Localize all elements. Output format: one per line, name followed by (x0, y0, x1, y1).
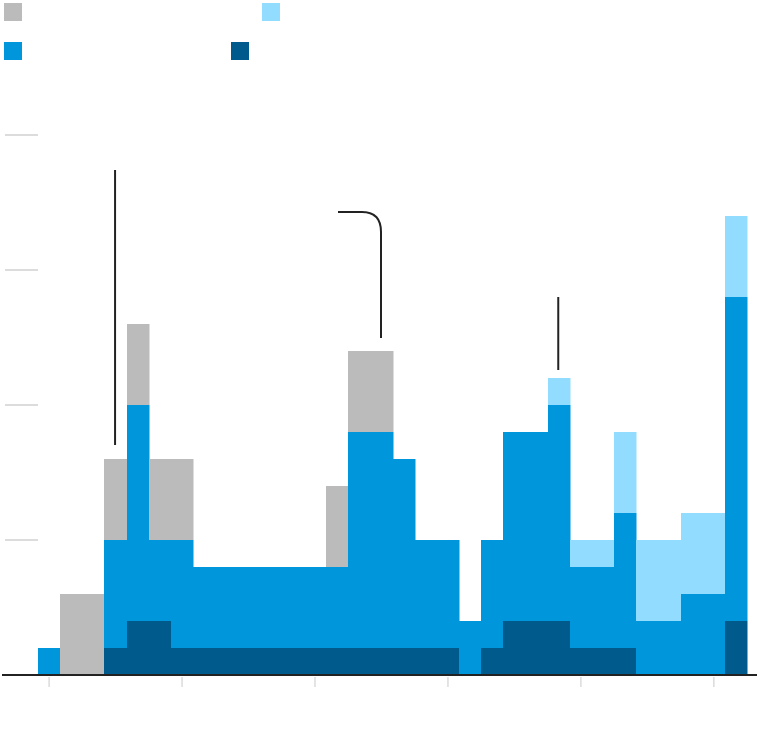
bar-segment (481, 540, 504, 648)
bar-segment (348, 432, 371, 648)
bar-segment (149, 459, 172, 540)
bar-segment (526, 432, 549, 621)
legend-swatch (262, 3, 280, 21)
bar-segment (149, 621, 172, 675)
bar-segment (503, 432, 527, 621)
bar-segment (215, 648, 238, 675)
bar-segment (326, 648, 349, 675)
annotation-bracket (338, 211, 382, 338)
bar-segment (60, 594, 83, 675)
bar-segment (127, 405, 150, 621)
bar-segment (370, 648, 394, 675)
bar-segment (703, 513, 726, 594)
bar-segment (193, 567, 216, 648)
legend-swatch (4, 3, 22, 21)
bar-segment (681, 513, 704, 594)
bar-segment (548, 621, 571, 675)
bar-segment (481, 648, 504, 675)
bar-segment (304, 567, 327, 648)
bar-segment (437, 540, 460, 648)
bar-segment (725, 621, 748, 675)
bar-segment (725, 216, 748, 297)
bar-segment (149, 540, 172, 621)
bar-segment (326, 486, 349, 567)
bar-segment (348, 351, 371, 432)
bar-segment (614, 648, 637, 675)
bar-segment (82, 594, 105, 675)
bar-segment (614, 513, 637, 648)
bar-segment (503, 621, 527, 675)
bar-segment (260, 648, 283, 675)
bar-segment (526, 621, 549, 675)
bar-segment (437, 648, 460, 675)
bar-segment (636, 540, 659, 621)
bar-segment (171, 540, 194, 648)
bar-segment (592, 567, 615, 648)
bar-segment (570, 648, 593, 675)
bar-segment (171, 648, 194, 675)
bar-segment (215, 567, 238, 648)
bar-segment (237, 648, 261, 675)
bar-segment (38, 648, 61, 675)
bar-segment (127, 621, 150, 675)
bar-segment (104, 648, 128, 675)
bar-segment (415, 648, 438, 675)
bar-segment (681, 594, 704, 675)
bar-segment (393, 459, 416, 648)
bar-segment (104, 459, 128, 540)
bar-segment (459, 621, 482, 675)
bar-segment (237, 567, 261, 648)
bar-segment (636, 621, 659, 675)
legend-swatch (4, 42, 22, 60)
bar-segment (171, 459, 194, 540)
bar-segment (282, 567, 305, 648)
bar-segment (548, 405, 571, 621)
bar-segment (304, 648, 327, 675)
bar-segment (127, 324, 150, 405)
bar-segment (570, 567, 593, 648)
bar-segment (104, 540, 128, 648)
bar-segment (415, 540, 438, 648)
bar-segment (260, 567, 283, 648)
bar-segment (725, 297, 748, 621)
bar-segment (326, 567, 349, 648)
bar-segment (703, 594, 726, 675)
bar-segment (393, 648, 416, 675)
bar-segment (348, 648, 371, 675)
bar-segment (658, 540, 682, 621)
bar-segment (193, 648, 216, 675)
bar-segment (614, 432, 637, 513)
bar-segment (548, 378, 571, 405)
bar-segment (658, 621, 682, 675)
bar-segment (282, 648, 305, 675)
legend-swatch (231, 42, 249, 60)
bar-segment (592, 540, 615, 567)
bar-segment (370, 351, 394, 432)
bar-segment (592, 648, 615, 675)
bar-segment (570, 540, 593, 567)
bar-segment (370, 432, 394, 648)
